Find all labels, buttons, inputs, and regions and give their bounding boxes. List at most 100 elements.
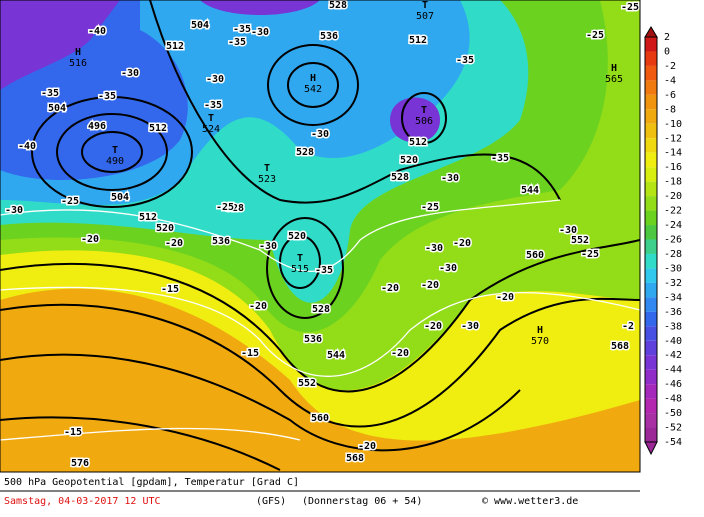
colorbar-label: -48 — [664, 394, 682, 405]
colorbar-swatch — [645, 225, 657, 240]
contour-label: 504 — [48, 103, 66, 114]
colorbar-label: -46 — [664, 379, 682, 390]
colorbar-swatch — [645, 340, 657, 356]
contour-label: 536 — [304, 334, 322, 345]
center-value: 507 — [416, 11, 434, 22]
footer-credit: © www.wetter3.de — [482, 496, 578, 507]
contour-label: -35 — [204, 100, 222, 111]
colorbar-label: -40 — [664, 336, 682, 347]
contour-label: -25 — [421, 202, 439, 213]
contour-label: -20 — [453, 238, 471, 249]
center-value: 570 — [531, 336, 549, 347]
contour-label: -20 — [391, 348, 409, 359]
contour-label: -15 — [161, 284, 179, 295]
colorbar-swatch — [645, 253, 657, 269]
contour-label: -30 — [439, 263, 457, 274]
colorbar-label: -38 — [664, 321, 682, 332]
colorbar-label: -20 — [664, 191, 682, 202]
colorbar-swatch — [645, 65, 657, 81]
colorbar-label: -4 — [664, 75, 676, 86]
contour-label: -35 — [233, 24, 251, 35]
colorbar-swatch — [645, 196, 657, 211]
contour-label: 528 — [312, 304, 330, 315]
contour-label: -20 — [81, 234, 99, 245]
contour-label: -30 — [441, 173, 459, 184]
contour-label: 512 — [409, 137, 427, 148]
contour-label: 512 — [149, 123, 167, 134]
contour-label: 544 — [327, 350, 345, 361]
colorbar-label: -42 — [664, 350, 682, 361]
contour-label: 536 — [320, 31, 338, 42]
contour-label: 504 — [111, 192, 129, 203]
contour-label: -35 — [491, 153, 509, 164]
contour-label: -30 — [5, 205, 23, 216]
contour-label: -20 — [381, 283, 399, 294]
contour-label: 544 — [521, 185, 539, 196]
contour-label: 552 — [571, 235, 589, 246]
contour-label: 552 — [298, 378, 316, 389]
center-letter: T — [264, 163, 270, 174]
contour-label: 536 — [212, 236, 230, 247]
colorbar-swatch — [645, 94, 657, 110]
contour-label: -20 — [424, 321, 442, 332]
contour-label: -30 — [311, 129, 329, 140]
contour-label: 512 — [139, 212, 157, 223]
contour-label: 560 — [311, 413, 329, 424]
colorbar-swatch — [645, 427, 657, 442]
contour-label: -15 — [241, 348, 259, 359]
colorbar: 2 0 -2 -4 -6 -8 -10 -12 -14 -16 -18 -20 -22 -24 -26 -28… — [644, 26, 682, 456]
center-letter: H — [611, 63, 617, 74]
colorbar-label: -28 — [664, 249, 682, 260]
colorbar-label: -30 — [664, 263, 682, 274]
colorbar-swatch — [645, 355, 657, 370]
contour-label: -40 — [88, 26, 106, 37]
colorbar-label: -26 — [664, 235, 682, 246]
contour-label: -35 — [98, 91, 116, 102]
colorbar-label: -24 — [664, 220, 682, 231]
colorbar-swatch — [645, 384, 657, 399]
contour-label: 520 — [156, 223, 174, 234]
contour-label: -20 — [249, 301, 267, 312]
colorbar-swatch — [645, 311, 657, 327]
contour-label: 528 — [329, 0, 347, 11]
footer-title: 500 hPa Geopotential [gpdam], Temperatur… — [4, 477, 299, 488]
colorbar-label: -36 — [664, 307, 682, 318]
colorbar-swatch — [645, 37, 657, 52]
contour-label: 576 — [71, 458, 89, 469]
contour-label: -35 — [228, 37, 246, 48]
colorbar-label: -14 — [664, 148, 682, 159]
footer-model: (GFS) — [256, 496, 286, 507]
contour-label: -40 — [18, 141, 36, 152]
contour-label: -25 — [586, 30, 604, 41]
map-frame — [0, 0, 641, 473]
contour-label: -30 — [259, 241, 277, 252]
contour-label: 568 — [611, 341, 629, 352]
contour-label: 496 — [88, 121, 106, 132]
colorbar-frame — [644, 36, 658, 443]
colorbar-swatch — [645, 80, 657, 95]
colorbar-swatch — [645, 282, 657, 298]
center-letter: T — [297, 253, 303, 264]
contour-label: -2 — [622, 321, 634, 332]
colorbar-label: -10 — [664, 119, 682, 130]
contour-label: -30 — [121, 68, 139, 79]
colorbar-swatch — [645, 398, 657, 414]
center-value: 542 — [304, 84, 322, 95]
center-value: 506 — [415, 116, 433, 127]
center-value: 515 — [291, 264, 309, 275]
colorbar-swatch — [645, 413, 657, 428]
colorbar-swatch — [645, 326, 657, 341]
colorbar-swatch — [645, 268, 657, 283]
colorbar-label: -34 — [664, 292, 682, 303]
colorbar-label: 2 — [664, 32, 670, 43]
contour-label: -15 — [64, 427, 82, 438]
center-letter: T — [208, 113, 214, 124]
center-letter: T — [421, 105, 427, 116]
colorbar-swatch — [645, 210, 657, 226]
center-value: 523 — [258, 174, 276, 185]
colorbar-label: -54 — [664, 437, 682, 448]
contour-label: -30 — [425, 243, 443, 254]
colorbar-swatch — [645, 51, 657, 66]
center-letter: H — [310, 73, 316, 84]
